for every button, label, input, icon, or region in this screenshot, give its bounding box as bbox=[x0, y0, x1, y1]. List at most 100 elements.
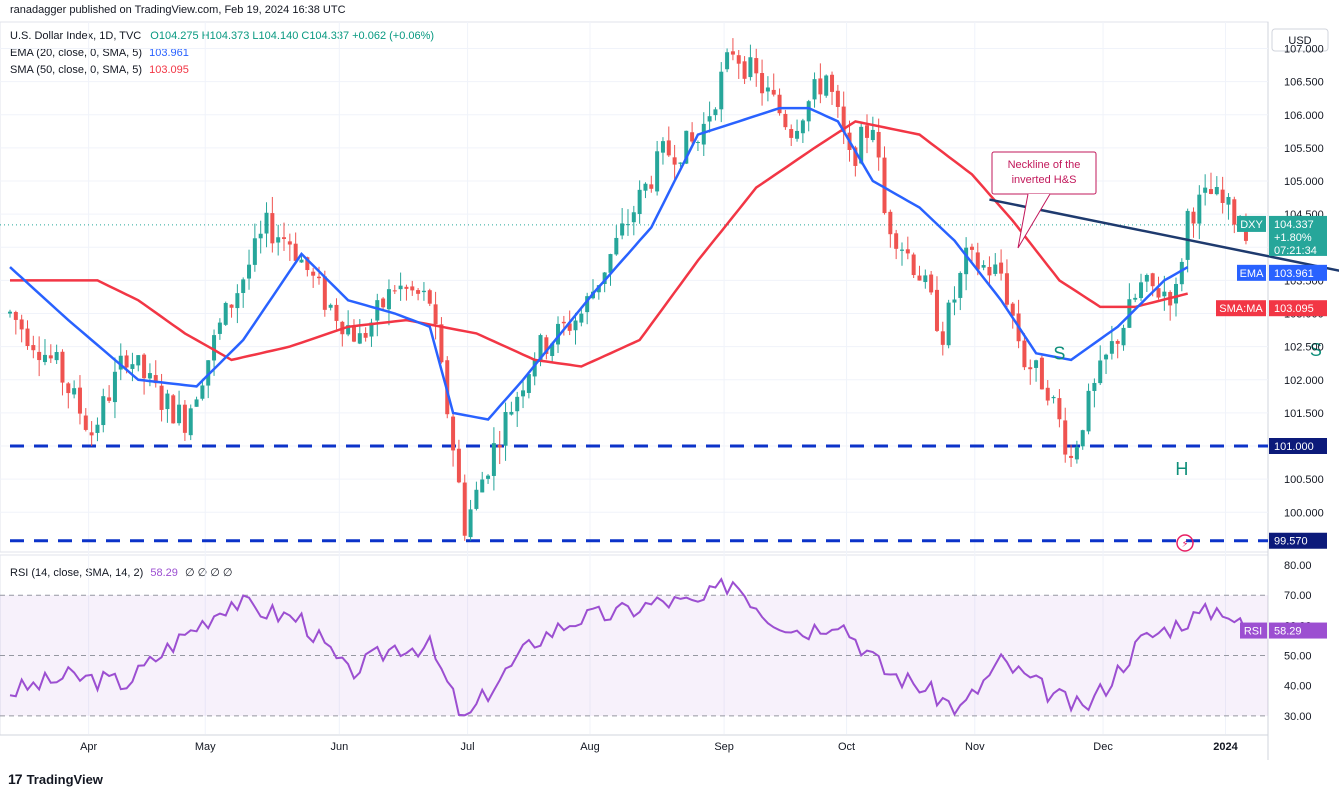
rsi-legend[interactable]: RSI (14, close, SMA, 14, 2) 58.29 ∅ ∅ ∅ … bbox=[10, 566, 232, 579]
candle-body bbox=[824, 75, 829, 96]
candle-body bbox=[351, 325, 356, 342]
currency-label: USD bbox=[1288, 35, 1311, 47]
candle-body bbox=[363, 332, 368, 338]
candle-body bbox=[1034, 360, 1039, 368]
candle-body bbox=[870, 129, 875, 141]
candle-body bbox=[579, 313, 584, 323]
price-tick-label: 106.500 bbox=[1284, 77, 1324, 89]
candle-body bbox=[631, 212, 636, 223]
candle-body bbox=[375, 300, 380, 321]
candle-body bbox=[433, 304, 438, 325]
candle-body bbox=[37, 351, 42, 361]
ema-price-badge-tag bbox=[1237, 264, 1266, 281]
candle-body bbox=[1203, 187, 1208, 193]
rsi-tick-label: 50.00 bbox=[1284, 651, 1312, 663]
rsi-tick-label: 80.00 bbox=[1284, 560, 1312, 572]
flash-icon-glyph: ⚡ bbox=[1181, 539, 1188, 550]
dxy-price-badge-tag bbox=[1237, 215, 1266, 232]
tradingview-logo[interactable]: 17 TradingView bbox=[8, 771, 103, 787]
candle-body bbox=[194, 399, 199, 407]
candle-body bbox=[77, 387, 82, 414]
dxy-price-badge-tag-label: DXY bbox=[1240, 219, 1263, 231]
candle-body bbox=[1045, 387, 1050, 401]
candle-body bbox=[975, 252, 980, 270]
rsi-tick-label: 70.00 bbox=[1284, 590, 1312, 602]
ema-price-badge[interactable]: EMA 103.961 bbox=[1237, 264, 1327, 281]
time-tick-label: Oct bbox=[838, 741, 855, 753]
candle-body bbox=[299, 259, 304, 263]
candle-body bbox=[666, 140, 671, 156]
neckline bbox=[989, 198, 1339, 272]
candle-body bbox=[258, 233, 263, 239]
candle-body bbox=[1232, 199, 1237, 225]
candle-body bbox=[1080, 430, 1085, 447]
candle-body bbox=[585, 296, 590, 313]
candle-body bbox=[672, 157, 677, 165]
candle-body bbox=[521, 390, 526, 397]
rsi-value-badge[interactable]: RSI 58.29 bbox=[1240, 622, 1327, 639]
candle-body bbox=[416, 290, 421, 294]
candle-body bbox=[206, 360, 211, 386]
dxy-price-badge[interactable]: DXY 104.337+1.80%07:21:34 bbox=[1237, 215, 1327, 257]
candle-body bbox=[835, 90, 840, 107]
candle-body bbox=[865, 125, 870, 138]
candle-body bbox=[602, 272, 607, 284]
price-tick-label: 102.000 bbox=[1284, 375, 1324, 387]
candle-body bbox=[923, 275, 928, 283]
callout-text-line1: Neckline of the bbox=[1008, 159, 1081, 171]
candle-body bbox=[1028, 367, 1033, 370]
callout-pointer bbox=[1017, 193, 1051, 249]
time-tick-label: Jul bbox=[461, 741, 475, 753]
candle-body bbox=[701, 123, 706, 145]
sma-price-badge-value: 103.095 bbox=[1274, 303, 1314, 315]
time-tick-label: 2024 bbox=[1213, 741, 1238, 753]
candle-body bbox=[72, 388, 77, 395]
candle-body bbox=[690, 132, 695, 142]
candle-body bbox=[567, 323, 572, 331]
time-tick-label: Sep bbox=[714, 741, 734, 753]
candle-body bbox=[1139, 282, 1144, 299]
tradingview-logo-text: TradingView bbox=[26, 771, 103, 787]
candle-body bbox=[830, 74, 835, 92]
candle-body bbox=[386, 289, 391, 310]
symbol-legend[interactable]: U.S. Dollar Index, 1D, TVC O104.275 H104… bbox=[10, 30, 434, 42]
candle-body bbox=[439, 324, 444, 363]
rsi-badge-box bbox=[1269, 622, 1327, 639]
support-101-badge[interactable]: 101.000 bbox=[1269, 438, 1327, 454]
candle-body bbox=[328, 304, 333, 308]
candle-body bbox=[188, 408, 193, 436]
candle-body bbox=[1074, 446, 1079, 460]
candle-body bbox=[311, 271, 316, 276]
candle-body bbox=[118, 355, 123, 370]
sma-legend[interactable]: SMA (50, close, 0, SMA, 5) 103.095 bbox=[10, 64, 189, 76]
candle-body bbox=[1208, 189, 1213, 194]
candle-body bbox=[1220, 189, 1225, 203]
candle-body bbox=[282, 237, 287, 239]
candle-body bbox=[526, 374, 531, 393]
candle-body bbox=[888, 211, 893, 235]
candle-body bbox=[905, 249, 910, 254]
candle-body bbox=[8, 311, 12, 314]
candle-body bbox=[421, 290, 426, 293]
candle-body bbox=[917, 275, 922, 281]
candle-body bbox=[789, 129, 794, 138]
candle-body bbox=[223, 302, 228, 325]
candle-body bbox=[1104, 354, 1109, 360]
candle-body bbox=[625, 224, 630, 226]
candle-body bbox=[999, 262, 1004, 274]
support-9957-badge[interactable]: 99.570 bbox=[1269, 532, 1327, 549]
candle-body bbox=[818, 78, 823, 95]
rsi-tick-label: 40.00 bbox=[1284, 681, 1312, 693]
candle-body bbox=[217, 322, 222, 334]
candle-body bbox=[200, 385, 205, 399]
sma-price-badge[interactable]: SMA:MA 103.095 bbox=[1216, 300, 1327, 317]
candle-body bbox=[480, 479, 485, 493]
candle-body bbox=[381, 298, 386, 308]
support-9957-badge-value: 99.570 bbox=[1274, 536, 1308, 548]
currency-button[interactable] bbox=[1271, 28, 1329, 52]
ema-legend[interactable]: EMA (20, close, 0, SMA, 5) 103.961 bbox=[10, 47, 189, 59]
candle-body bbox=[1226, 196, 1231, 205]
candle-body bbox=[124, 355, 129, 368]
candle-body bbox=[276, 237, 281, 243]
